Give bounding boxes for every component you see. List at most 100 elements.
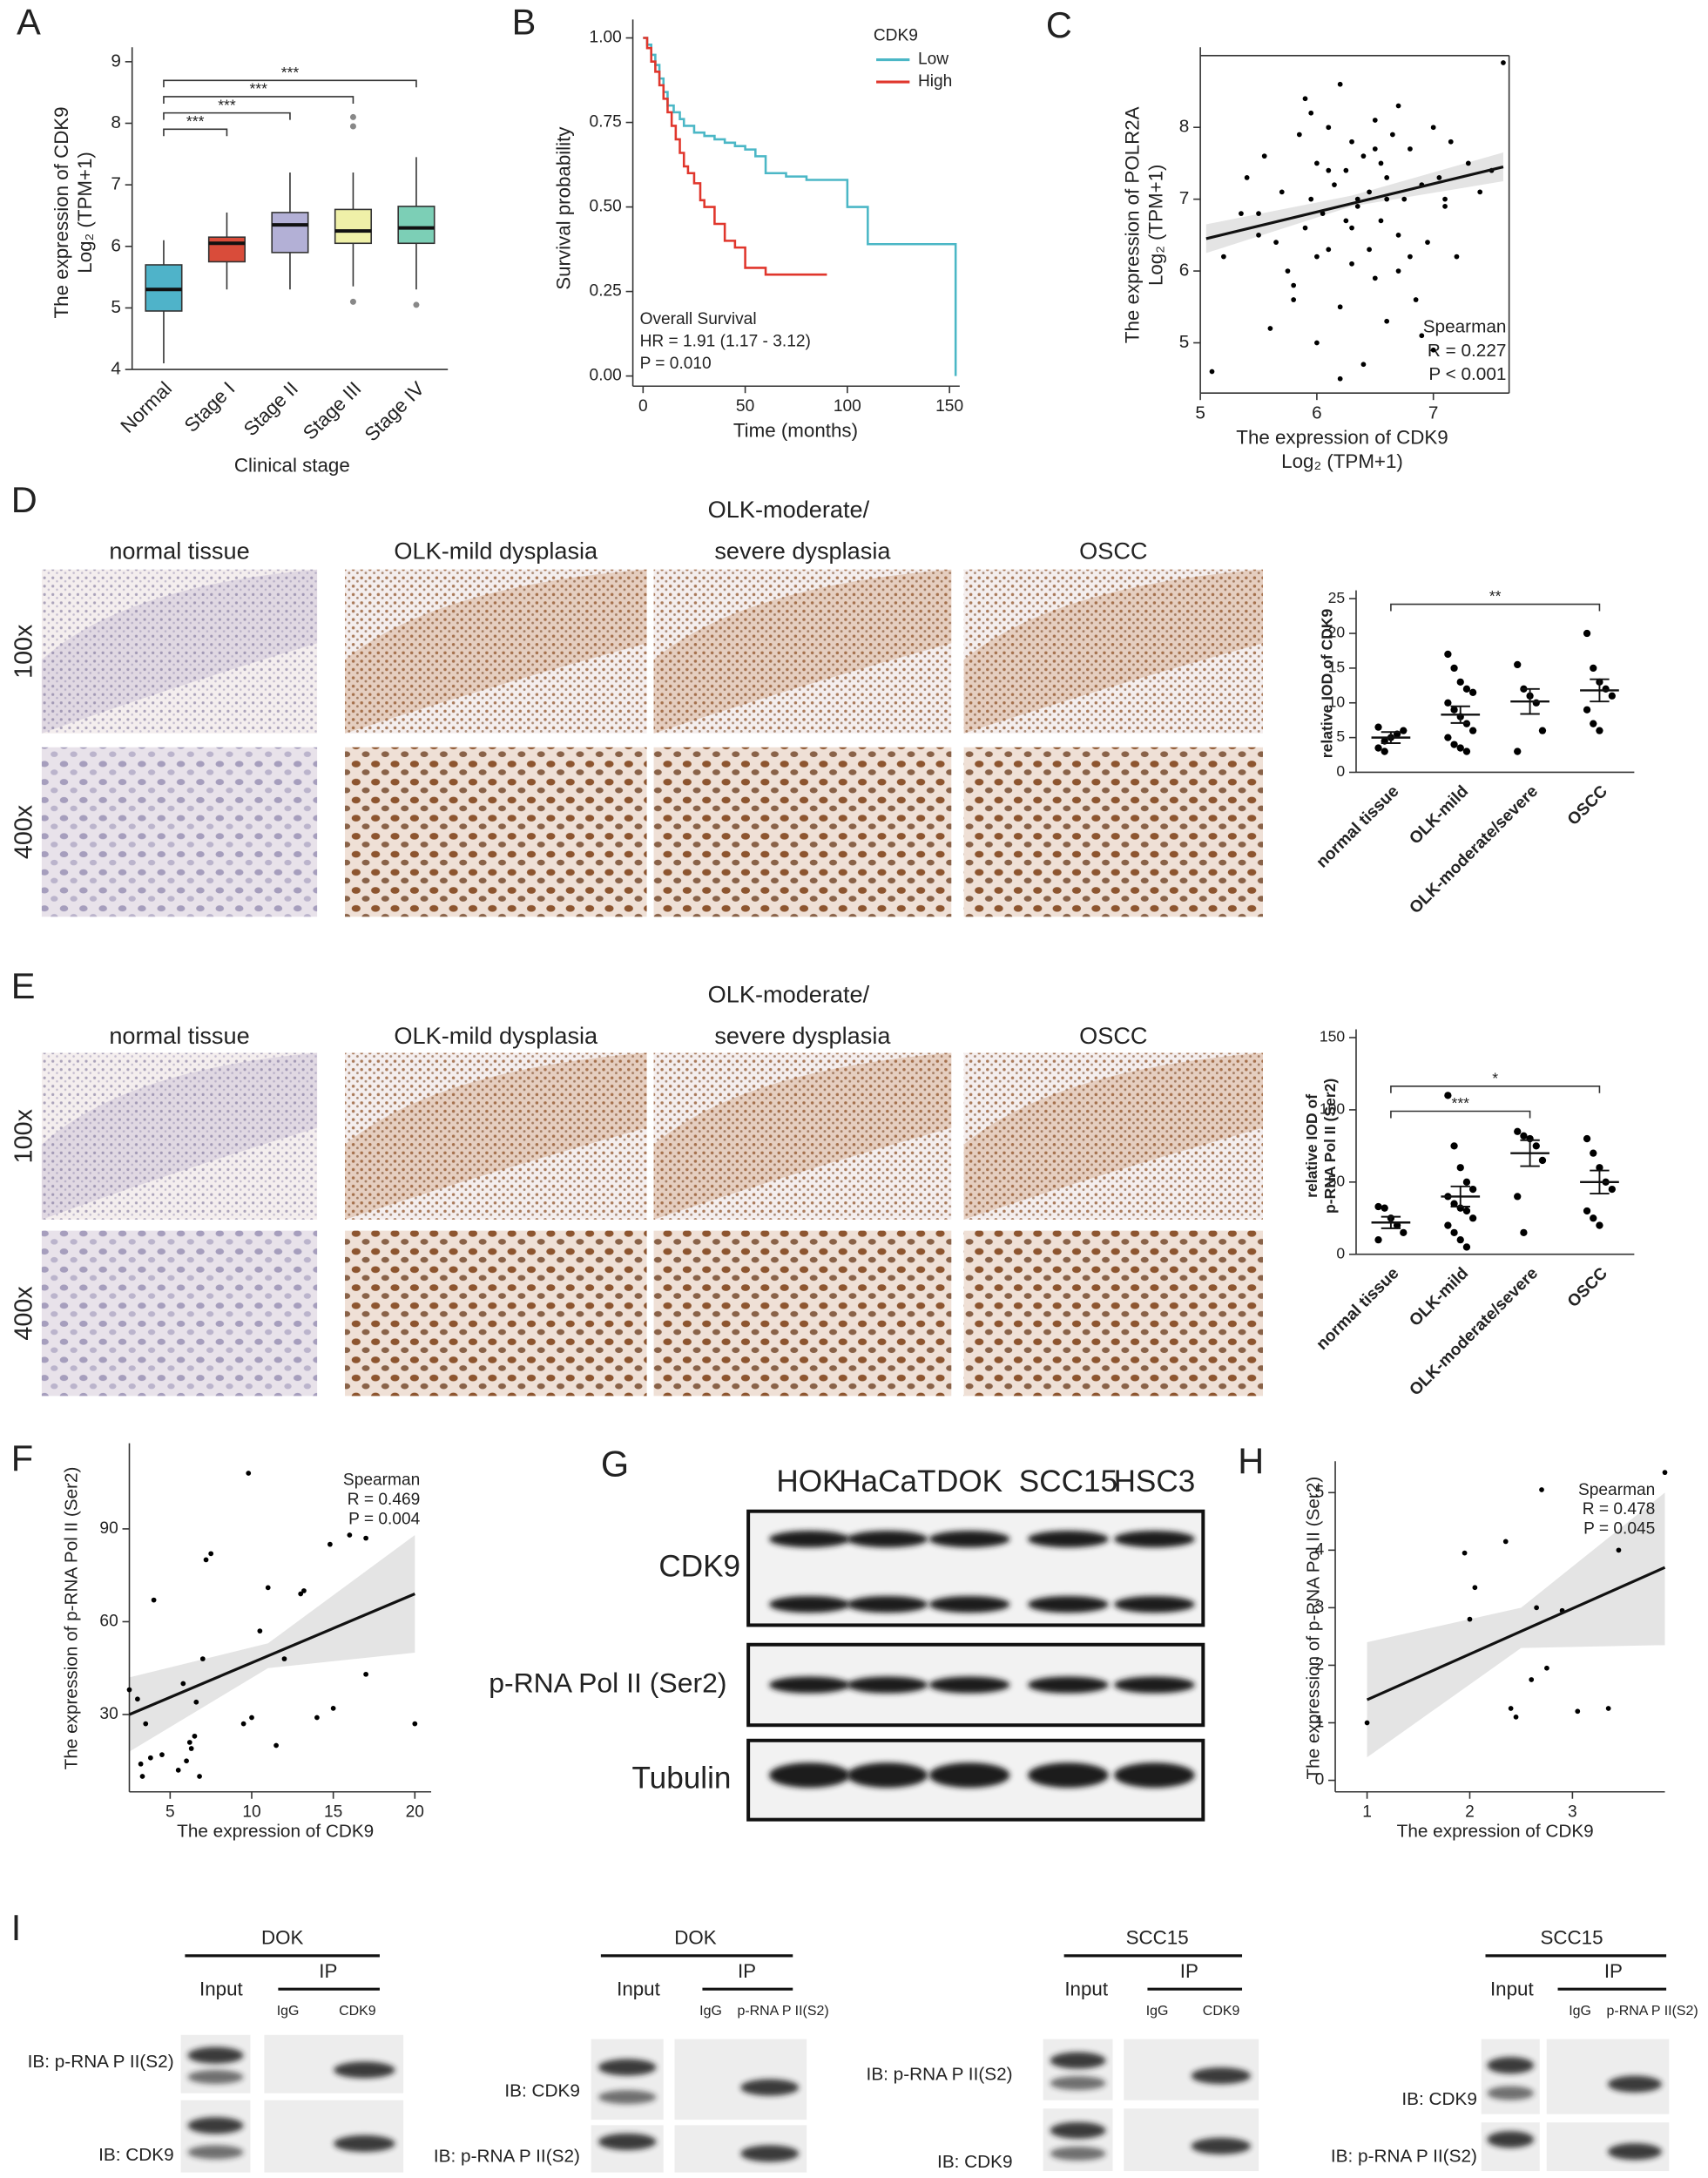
legend-title: CDK9 <box>874 27 918 45</box>
point <box>1302 96 1308 102</box>
point <box>126 1687 132 1693</box>
point <box>180 1681 186 1687</box>
y-tick-label: 0 <box>1336 1244 1345 1261</box>
legend-label: Low <box>918 51 949 69</box>
y-tick-label: 0.25 <box>590 282 622 301</box>
point <box>1456 678 1464 686</box>
significance-label: *** <box>249 80 267 98</box>
error-bar <box>1381 1215 1401 1229</box>
point <box>1244 175 1250 180</box>
point <box>1532 699 1540 707</box>
ihc-image <box>345 1230 647 1397</box>
ib-label: IB: p-RNA P II(S2) <box>1331 2147 1477 2167</box>
point <box>1539 1487 1544 1492</box>
coip-lane: p-RNA P II(S2) <box>1607 2004 1698 2019</box>
coip-lane: IgG <box>699 2004 722 2019</box>
band <box>334 2134 395 2153</box>
point <box>151 1597 157 1603</box>
point <box>1590 1214 1597 1222</box>
annotation: P = 0.010 <box>640 355 712 373</box>
coip-input: Input <box>1490 1978 1534 2000</box>
point <box>1444 1221 1452 1229</box>
annotation: R = 0.469 <box>348 1491 421 1509</box>
point <box>208 1551 214 1557</box>
band <box>597 2133 657 2150</box>
band <box>1028 1762 1109 1788</box>
coip-cell: DOK <box>674 1927 717 1949</box>
point <box>1261 153 1267 159</box>
point <box>1209 369 1215 375</box>
coip-blot <box>180 2034 251 2093</box>
significance-bracket <box>163 112 291 120</box>
band <box>187 2070 244 2084</box>
coip-lane: IgG <box>277 2004 300 2019</box>
point <box>1454 254 1460 260</box>
coip-ip: IP <box>319 1960 337 1982</box>
point <box>1360 153 1367 159</box>
point <box>1285 268 1291 274</box>
y-tick-label: 1 <box>1315 1714 1325 1732</box>
x-tick-label: OLK-moderate/severe <box>1407 782 1543 917</box>
ihc-column-label: OSCC <box>1079 1022 1147 1049</box>
point <box>1456 744 1464 752</box>
y-tick-label: 5 <box>1315 1483 1325 1501</box>
panel-letter: D <box>11 479 37 520</box>
coip-ip: IP <box>1180 1960 1198 1982</box>
fit-line <box>128 1593 415 1716</box>
band <box>769 1531 850 1548</box>
point <box>1462 1243 1471 1251</box>
point <box>1444 734 1452 741</box>
ihc-column-label: OLK-mild dysplasia <box>394 538 598 565</box>
ib-label: IB: p-RNA P II(S2) <box>867 2065 1013 2085</box>
annotation: Spearman <box>1423 317 1507 337</box>
point <box>1583 706 1591 714</box>
point <box>281 1656 287 1661</box>
point <box>1456 1236 1464 1244</box>
coip-cell: SCC15 <box>1540 1927 1603 1949</box>
y-tick-label: 20 <box>1328 624 1346 641</box>
point <box>1349 139 1354 145</box>
point <box>1465 160 1471 166</box>
band <box>1191 2137 1251 2154</box>
point <box>1364 1720 1370 1726</box>
x-tick-label: OSCC <box>1564 1264 1611 1311</box>
coip-input: Input <box>617 1978 660 2000</box>
ihc-image <box>963 569 1263 734</box>
band <box>769 1762 850 1788</box>
point <box>1400 1228 1408 1237</box>
point <box>1608 1185 1616 1194</box>
x-tick-label: 150 <box>935 397 963 416</box>
point <box>1605 1706 1611 1711</box>
point <box>1308 196 1314 202</box>
y-axis-label: relative IOD of CDK9 <box>1319 608 1336 758</box>
ihc-image <box>963 747 1263 917</box>
outlier <box>349 123 356 130</box>
point <box>1468 727 1477 734</box>
x-tick-label: OLK-mild <box>1406 782 1472 849</box>
fit-line <box>1205 165 1504 240</box>
point <box>1374 1202 1382 1211</box>
y-axis-label: The expression of POLR2A <box>1121 106 1143 343</box>
point <box>203 1557 209 1563</box>
y-tick-label: 10 <box>1328 693 1346 710</box>
point <box>1401 196 1408 202</box>
point <box>175 1768 181 1773</box>
point <box>1462 1207 1471 1215</box>
panel-letter: H <box>1238 1440 1264 1481</box>
point <box>1514 1193 1522 1201</box>
significance-bracket <box>1390 1086 1601 1093</box>
point <box>1538 727 1547 734</box>
panel-letter: A <box>17 2 41 43</box>
point <box>1529 1677 1535 1682</box>
point <box>1462 1178 1471 1186</box>
point <box>1514 660 1522 669</box>
band <box>928 1762 1010 1788</box>
point <box>1239 211 1244 216</box>
point <box>1468 1214 1477 1222</box>
ihc-heading: OLK-moderate/ <box>708 496 870 523</box>
y-tick-label: 15 <box>1328 659 1346 676</box>
coip-blot <box>1546 2039 1670 2114</box>
point <box>1372 275 1378 281</box>
point <box>1314 340 1320 346</box>
